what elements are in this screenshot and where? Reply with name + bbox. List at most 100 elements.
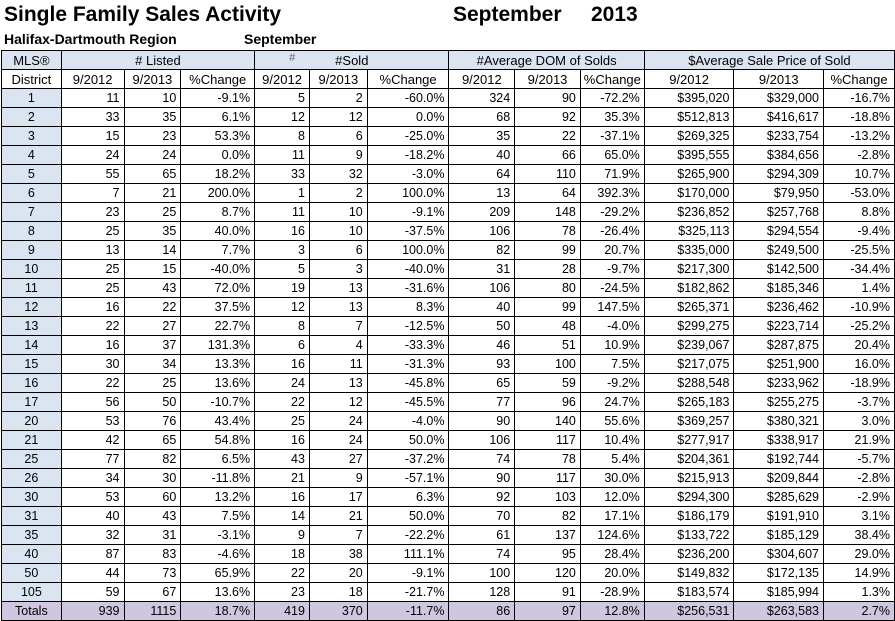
dom-2013-cell: 148	[514, 202, 581, 222]
mls-header: MLS®	[1, 50, 62, 70]
dom-2013-cell: 78	[514, 449, 581, 469]
price-change-cell: -34.4%	[823, 259, 895, 279]
listed-2013-header: 9/2013	[123, 69, 182, 89]
district-cell: 25	[1, 449, 62, 469]
sold-2012-cell: 21	[254, 468, 310, 488]
sold-2013-cell: 7	[308, 525, 368, 545]
dom-change-cell: 24.7%	[579, 392, 645, 412]
dom-2013-cell: 91	[514, 582, 581, 602]
price-2013-cell: $380,321	[733, 411, 825, 431]
listed-change-header: %Change	[180, 69, 256, 89]
table-row: 12 16 22 37.5% 12 13 8.3% 40 99 147.5% $265,371 $23…	[1, 297, 895, 317]
sold-group-label: #Sold	[335, 52, 369, 68]
dom-change-cell: 20.7%	[579, 240, 645, 260]
district-cell: 2	[1, 107, 62, 127]
sold-2013-cell: 10	[308, 202, 368, 222]
table-row: 3 15 23 53.3% 8 6 -25.0% 35 22 -37.1% $269,325 $233…	[1, 126, 895, 146]
sold-2013-cell: 370	[308, 601, 368, 621]
dom-2012-cell: 40	[448, 297, 516, 317]
price-change-cell: 10.7%	[823, 164, 895, 184]
listed-2012-cell: 24	[60, 145, 125, 165]
price-change-cell: -2.8%	[823, 468, 895, 488]
dom-change-cell: 30.0%	[579, 468, 645, 488]
sold-2013-cell: 18	[308, 582, 368, 602]
sold-change-cell: -33.3%	[366, 335, 450, 355]
sold-2013-cell: 32	[308, 164, 368, 184]
listed-2012-cell: 16	[60, 297, 125, 317]
listed-change-cell: 13.2%	[180, 487, 256, 507]
price-2012-cell: $512,813	[643, 107, 735, 127]
listed-2012-cell: 22	[60, 373, 125, 393]
price-2013-cell: $329,000	[733, 88, 825, 108]
listed-change-cell: 65.9%	[180, 563, 256, 583]
sold-change-cell: -22.2%	[366, 525, 450, 545]
dom-change-cell: 35.3%	[579, 107, 645, 127]
sold-2012-cell: 18	[254, 544, 310, 564]
listed-2013-cell: 30	[123, 468, 182, 488]
dom-change-cell: -9.7%	[579, 259, 645, 279]
dom-2012-cell: 86	[448, 601, 516, 621]
dom-2013-cell: 90	[514, 88, 581, 108]
dom-change-cell: 55.6%	[579, 411, 645, 431]
listed-2012-cell: 7	[60, 183, 125, 203]
table-row: 40 87 83 -4.6% 18 38 111.1% 74 95 28.4% $236,200 $3…	[1, 544, 895, 564]
listed-change-cell: 13.6%	[180, 373, 256, 393]
dom-2013-cell: 103	[514, 487, 581, 507]
table-row: 35 32 31 -3.1% 9 7 -22.2% 61 137 124.6% $133,722 $1…	[1, 525, 895, 545]
price-2013-cell: $142,500	[733, 259, 825, 279]
listed-2012-cell: 22	[60, 316, 125, 336]
dom-change-cell: -9.2%	[579, 373, 645, 393]
sold-2012-cell: 5	[254, 259, 310, 279]
table-row: 11 25 43 72.0% 19 13 -31.6% 106 80 -24.5% $182,862…	[1, 278, 895, 298]
dom-2012-cell: 106	[448, 221, 516, 241]
title-year: 2013	[591, 3, 638, 26]
sold-2012-cell: 16	[254, 221, 310, 241]
sold-2013-cell: 27	[308, 449, 368, 469]
table-row: 25 77 82 6.5% 43 27 -37.2% 74 78 5.4% $204,361 $192…	[1, 449, 895, 469]
district-cell: 31	[1, 506, 62, 526]
price-change-cell: 1.3%	[823, 582, 895, 602]
listed-2012-cell: 42	[60, 430, 125, 450]
sold-2013-cell: 6	[308, 126, 368, 146]
sold-2013-cell: 20	[308, 563, 368, 583]
table-row: 9 13 14 7.7% 3 6 100.0% 82 99 20.7% $335,000 $249,5…	[1, 240, 895, 260]
price-change-cell: -25.2%	[823, 316, 895, 336]
sold-2012-cell: 19	[254, 278, 310, 298]
listed-2013-cell: 25	[123, 202, 182, 222]
table-row: 5 55 65 18.2% 33 32 -3.0% 64 110 71.9% $265,900 $29…	[1, 164, 895, 184]
sold-change-cell: -3.0%	[366, 164, 450, 184]
listed-change-cell: 53.3%	[180, 126, 256, 146]
listed-2013-cell: 83	[123, 544, 182, 564]
dom-2013-cell: 97	[514, 601, 581, 621]
price-change-cell: 20.4%	[823, 335, 895, 355]
dom-change-cell: -37.1%	[579, 126, 645, 146]
sold-2012-cell: 16	[254, 354, 310, 374]
district-cell: 7	[1, 202, 62, 222]
price-2012-cell: $133,722	[643, 525, 735, 545]
table-row: 13 22 27 22.7% 8 7 -12.5% 50 48 -4.0% $299,275 $223…	[1, 316, 895, 336]
listed-change-cell: 6.5%	[180, 449, 256, 469]
sold-2012-cell: 24	[254, 373, 310, 393]
price-2013-cell: $294,309	[733, 164, 825, 184]
listed-2012-cell: 87	[60, 544, 125, 564]
listed-2013-cell: 65	[123, 430, 182, 450]
price-2012-cell: $217,300	[643, 259, 735, 279]
dom-2012-cell: 74	[448, 449, 516, 469]
sold-group-header: # #Sold	[254, 50, 450, 70]
sold-2012-cell: 16	[254, 430, 310, 450]
price-2013-cell: $209,844	[733, 468, 825, 488]
sold-change-cell: 6.3%	[366, 487, 450, 507]
price-2012-cell: $395,555	[643, 145, 735, 165]
price-change-header: %Change	[823, 69, 895, 89]
listed-change-cell: -4.6%	[180, 544, 256, 564]
listed-2013-cell: 37	[123, 335, 182, 355]
listed-group-header: # Listed	[60, 50, 256, 70]
table-row: 6 7 21 200.0% 1 2 100.0% 13 64 392.3% $170,000 $79,…	[1, 183, 895, 203]
listed-2012-header: 9/2012	[60, 69, 125, 89]
price-group-header: $Average Sale Price of Sold	[643, 50, 895, 70]
dom-change-cell: -28.9%	[579, 582, 645, 602]
sold-2012-cell: 22	[254, 392, 310, 412]
price-change-cell: -18.8%	[823, 107, 895, 127]
price-2013-cell: $384,656	[733, 145, 825, 165]
listed-change-cell: 18.2%	[180, 164, 256, 184]
